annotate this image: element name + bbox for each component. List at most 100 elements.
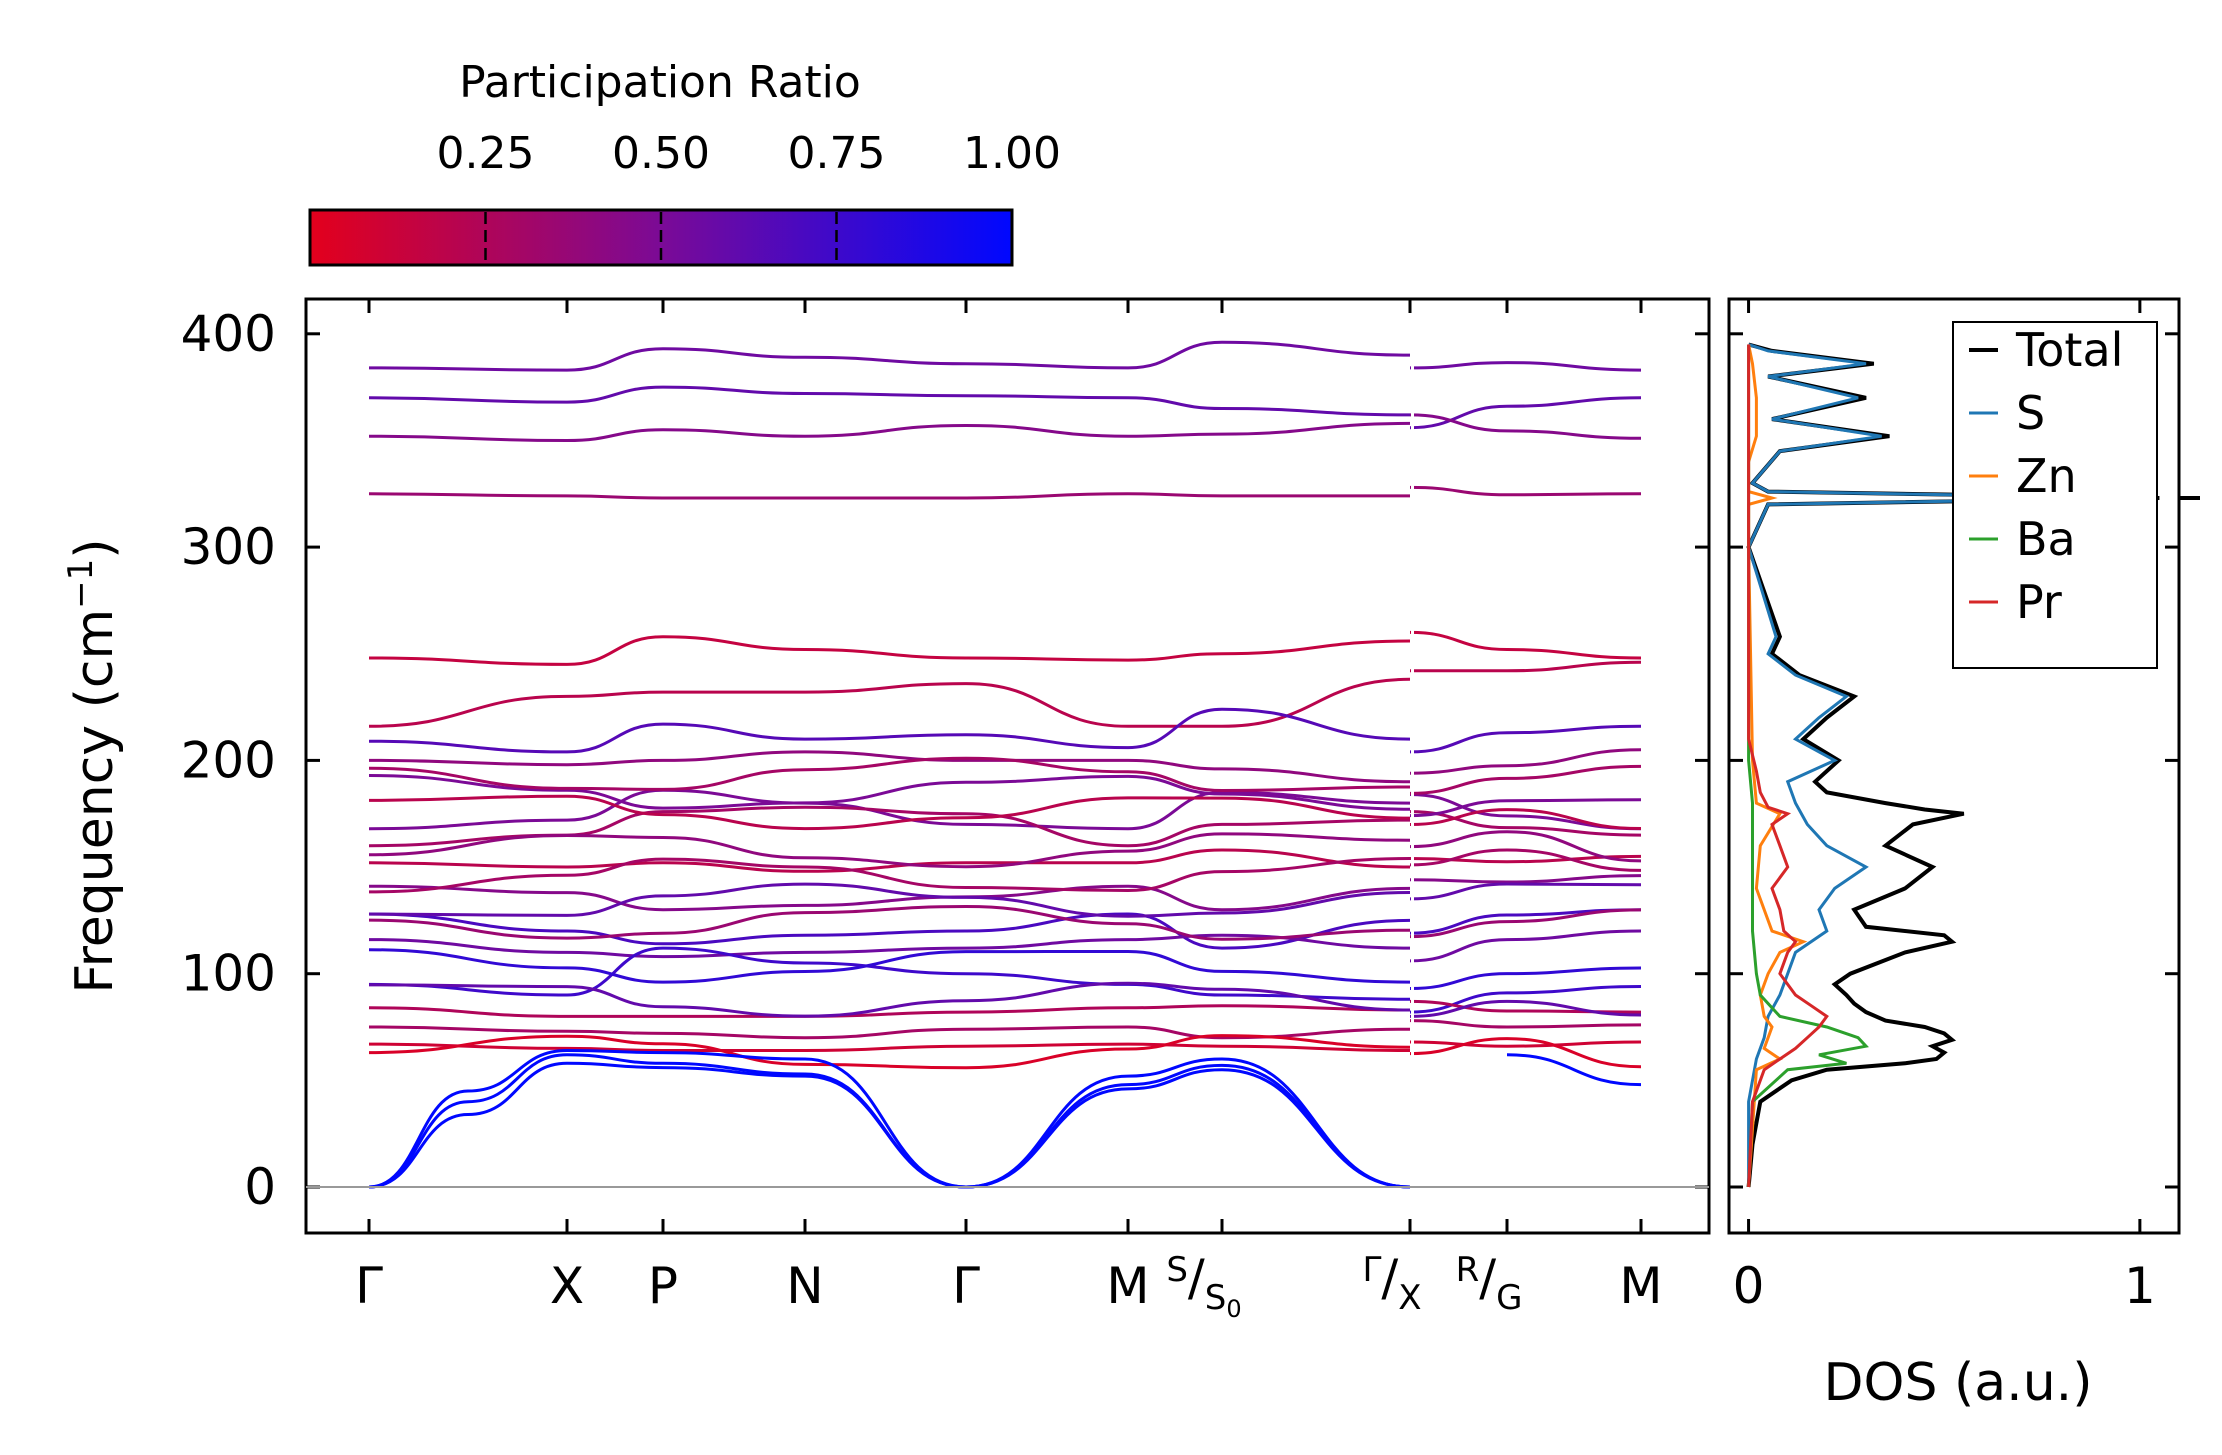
band-line: [1409, 413, 1642, 440]
legend-label: Pr: [2016, 575, 2062, 629]
dos-line-ba: [1747, 344, 1869, 1188]
band-line: [1409, 999, 1642, 1018]
band-line: [1409, 874, 1642, 884]
band-x-ticks: Γ X P N Γ M S/S0 Γ/X R/G M: [355, 299, 1663, 1323]
band-line: [368, 832, 1411, 869]
band-line: [368, 1034, 1411, 1070]
kpoint-label: R/G: [1456, 1249, 1523, 1318]
colorbar-tick-label: 0.25: [437, 128, 535, 179]
band-line: [368, 805, 1411, 848]
band-line: [368, 948, 1411, 984]
band-line: [1409, 810, 1642, 837]
band-line: [368, 774, 1411, 811]
band-line: [1409, 1019, 1642, 1029]
band-y-tick-label: 200: [181, 731, 276, 789]
band-y-ticks: 0 100 200 300 400: [181, 305, 1709, 1216]
band-structure-panel: 0 100 200 300 400 Γ X P N Γ M S/S0 Γ/X R/G M Frequenc…: [61, 297, 1711, 1323]
band-line: [368, 1042, 1411, 1053]
acoustic-band-line: [368, 1061, 1411, 1189]
band-y-tick-label: 300: [181, 518, 276, 576]
legend-label: Total: [2015, 323, 2123, 377]
colorbar-tick-label: 0.50: [612, 128, 710, 179]
band-line: [368, 677, 1411, 728]
kpoint-label: Γ: [952, 1257, 980, 1315]
band-line: [368, 884, 1411, 912]
band-frame: [304, 297, 1711, 1235]
dos-line-pr: [1747, 344, 1829, 1188]
band-line: [368, 707, 1411, 754]
band-line: [1409, 854, 1642, 864]
band-line: [1409, 1040, 1642, 1048]
kpoint-label: M: [1106, 1257, 1149, 1315]
band-line: [368, 492, 1410, 500]
dos-panel: 0 1 DOS (a.u.) Total S Zn Ba Pr: [1727, 297, 2200, 1413]
acoustic-band-line: [1506, 1053, 1642, 1087]
band-line: [368, 1025, 1411, 1040]
band-y-tick-label: 400: [181, 305, 276, 363]
band-line: [1409, 1037, 1642, 1069]
dos-x-tick-label: 1: [2124, 1257, 2156, 1315]
colorbar-tick-label: 0.75: [788, 128, 886, 179]
legend-label: S: [2016, 386, 2045, 440]
band-line: [1409, 985, 1642, 1014]
band-line: [1409, 660, 1642, 673]
band-line: [1409, 764, 1642, 795]
band-line: [1409, 808, 1642, 830]
band-line: [368, 421, 1411, 443]
kpoint-label: P: [648, 1257, 678, 1315]
dos-lines: [1746, 342, 2160, 1188]
band-line: [368, 1004, 1411, 1018]
band-y-tick-label: 0: [244, 1158, 276, 1216]
band-line: [368, 848, 1411, 873]
band-line: [1409, 830, 1642, 863]
legend-label: Ba: [2016, 512, 2076, 566]
band-line: [368, 340, 1411, 372]
band-line: [1409, 798, 1642, 818]
band-lines: [368, 300, 1642, 1232]
kpoint-label: S/S0: [1166, 1249, 1241, 1323]
legend[interactable]: Total S Zn Ba Pr: [1952, 321, 2158, 669]
band-line: [1409, 882, 1642, 901]
segment-gap: [1411, 300, 1414, 1232]
dos-x-axis-title: DOS (a.u.): [1824, 1353, 2093, 1413]
band-line: [368, 912, 1411, 950]
legend-box: [1952, 321, 2158, 669]
band-line: [1409, 361, 1642, 372]
legend-label: Zn: [2016, 449, 2077, 503]
kpoint-label: Γ/X: [1362, 1249, 1421, 1318]
band-line: [368, 981, 1411, 1018]
dos-x-tick-label: 0: [1733, 1257, 1765, 1315]
band-line: [1409, 908, 1642, 939]
y-axis-title: Frequency (cm−1): [61, 538, 125, 993]
band-line: [1409, 396, 1642, 430]
band-line: [1409, 966, 1642, 990]
legend-entries: Total S Zn Ba Pr: [1969, 323, 2123, 629]
colorbar: Participation Ratio 0.25 0.50 0.75 1.00: [308, 57, 1061, 267]
band-line: [1409, 630, 1642, 660]
acoustic-band-line: [368, 1048, 1411, 1189]
band-line: [1409, 748, 1642, 775]
band-line: [368, 946, 1411, 1001]
band-line: [368, 933, 1411, 959]
band-line: [1409, 929, 1642, 963]
band-line: [368, 635, 1411, 666]
band-line: [368, 794, 1411, 831]
band-line: [1409, 848, 1642, 872]
kpoint-label: N: [786, 1257, 823, 1315]
colorbar-tick-label: 1.00: [963, 128, 1061, 179]
band-line: [368, 857, 1411, 894]
band-line: [368, 882, 1411, 918]
band-y-tick-label: 100: [181, 945, 276, 1003]
band-line: [368, 756, 1411, 793]
band-line: [368, 750, 1411, 784]
dos-line-s: [1746, 343, 2140, 1187]
band-line: [368, 788, 1411, 831]
kpoint-label: M: [1619, 1257, 1662, 1315]
kpoint-label: Γ: [355, 1257, 383, 1315]
colorbar-tick-labels: 0.25 0.50 0.75 1.00: [437, 128, 1061, 179]
colorbar-title: Participation Ratio: [459, 57, 861, 108]
band-line: [1409, 724, 1642, 754]
band-line: [1409, 485, 1642, 497]
band-line: [368, 385, 1411, 417]
